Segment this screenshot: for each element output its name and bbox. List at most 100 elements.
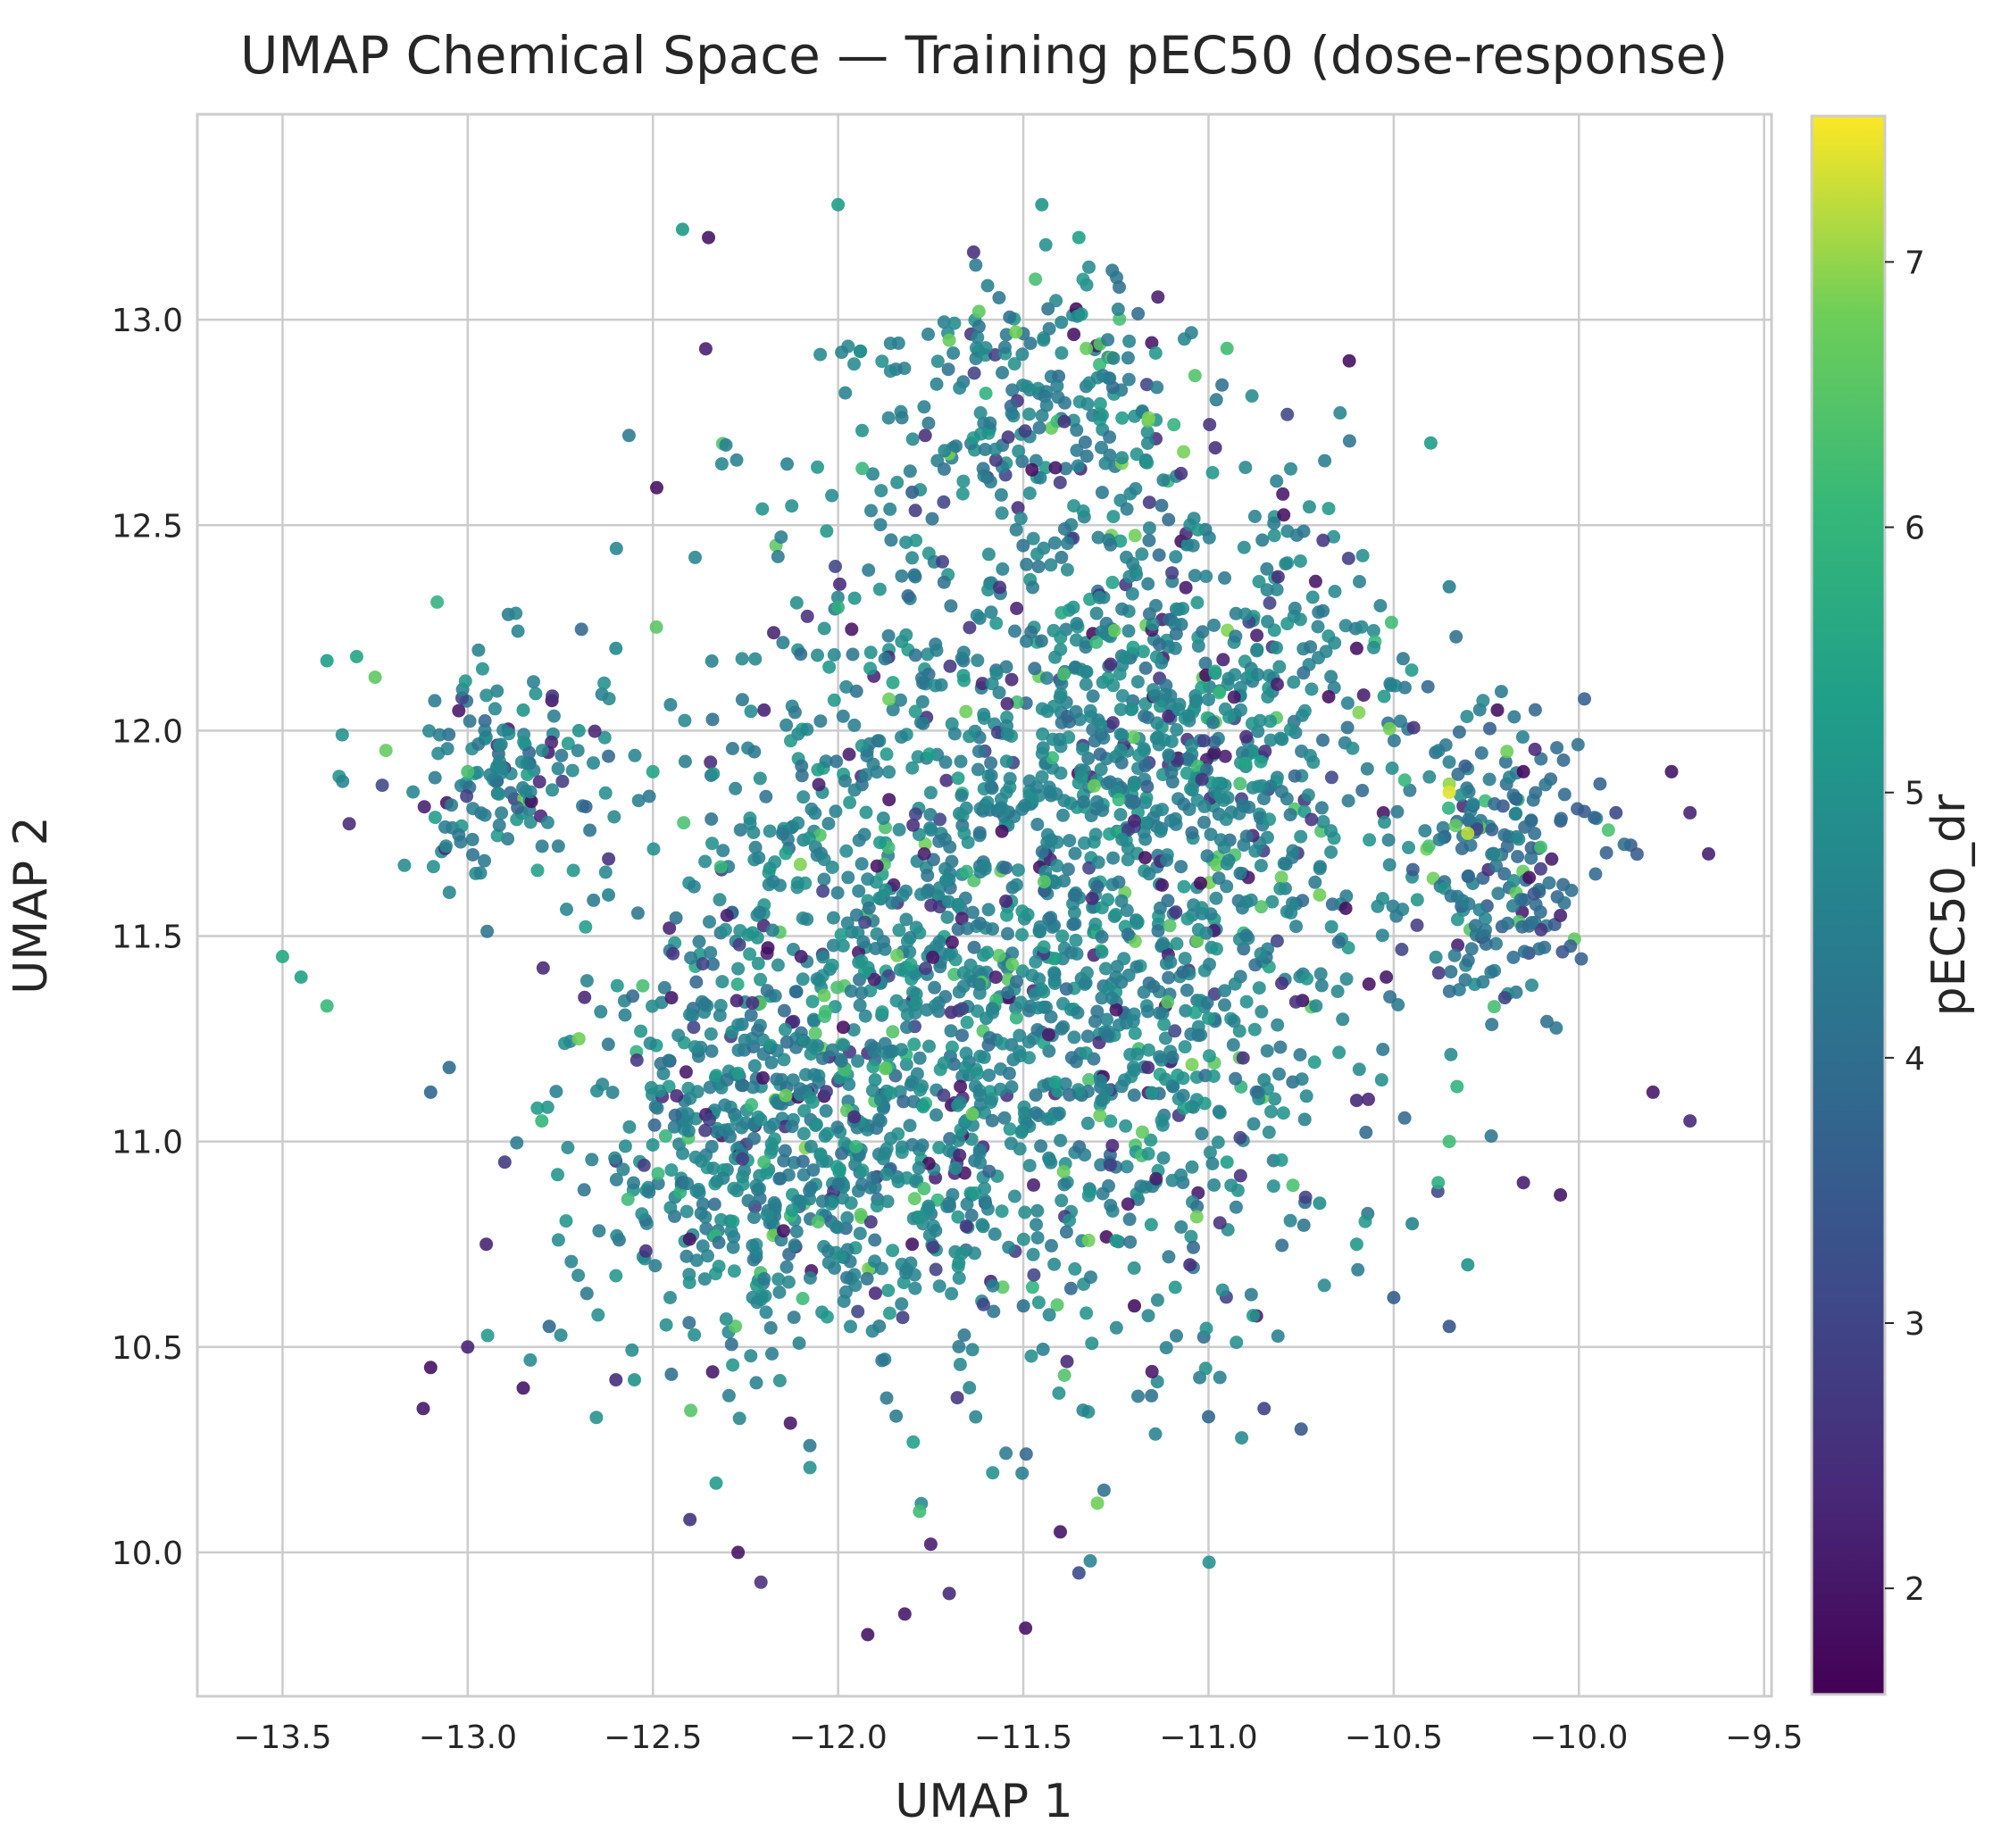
- scatter-point: [1156, 473, 1171, 487]
- scatter-point: [1207, 1178, 1221, 1192]
- scatter-point: [1121, 968, 1136, 982]
- scatter-point: [809, 1118, 823, 1131]
- scatter-point: [731, 961, 746, 976]
- scatter-point: [510, 812, 524, 827]
- scatter-point: [779, 1088, 793, 1103]
- scatter-point: [527, 675, 540, 689]
- scatter-point: [1250, 643, 1264, 656]
- scatter-point: [1165, 775, 1180, 789]
- scatter-point: [729, 781, 743, 795]
- scatter-point: [1113, 280, 1126, 295]
- scatter-point: [1003, 771, 1017, 786]
- scatter-point: [1149, 650, 1163, 664]
- scatter-point: [1083, 703, 1097, 718]
- scatter-point: [924, 898, 938, 912]
- scatter-point: [1015, 1124, 1030, 1137]
- scatter-point: [417, 800, 431, 814]
- scatter-point: [874, 484, 888, 498]
- scatter-point: [1112, 793, 1126, 807]
- scatter-point: [1010, 975, 1023, 989]
- scatter-point: [1027, 1178, 1040, 1192]
- x-tick-label: −10.0: [1530, 1719, 1628, 1756]
- scatter-point: [678, 713, 692, 728]
- scatter-point: [932, 1141, 946, 1154]
- scatter-point: [1195, 901, 1209, 915]
- scatter-point: [689, 1253, 704, 1268]
- scatter-point: [692, 1186, 706, 1200]
- scatter-point: [1096, 1186, 1110, 1201]
- scatter-point: [1119, 1119, 1133, 1133]
- scatter-point: [815, 1195, 830, 1209]
- scatter-point: [1245, 389, 1259, 403]
- scatter-point: [831, 1177, 846, 1191]
- scatter-point: [1190, 595, 1205, 610]
- scatter-point: [1284, 905, 1298, 920]
- scatter-point: [975, 677, 989, 691]
- scatter-point: [1107, 623, 1121, 637]
- scatter-point: [857, 828, 871, 842]
- scatter-point: [1020, 557, 1034, 571]
- scatter-point: [973, 1155, 988, 1170]
- scatter-point: [875, 1005, 889, 1020]
- scatter-point: [546, 709, 561, 723]
- scatter-point: [1197, 1096, 1212, 1111]
- scatter-point: [1140, 425, 1155, 439]
- scatter-point: [1078, 977, 1092, 991]
- scatter-point: [1295, 1072, 1309, 1086]
- scatter-point: [785, 499, 799, 513]
- scatter-point: [1190, 1200, 1205, 1213]
- scatter-point: [1180, 912, 1195, 926]
- scatter-point: [657, 980, 671, 995]
- scatter-point: [1283, 808, 1297, 822]
- scatter-point: [1324, 845, 1338, 859]
- scatter-point: [687, 879, 701, 894]
- scatter-point: [1029, 1106, 1043, 1120]
- scatter-point: [1048, 461, 1063, 475]
- scatter-point: [844, 984, 858, 998]
- scatter-point: [1162, 970, 1176, 985]
- scatter-point: [909, 995, 923, 1010]
- scatter-point: [622, 1120, 637, 1134]
- scatter-point: [872, 582, 887, 596]
- scatter-point: [855, 423, 869, 437]
- scatter-point: [1164, 735, 1179, 749]
- scatter-point: [1507, 710, 1522, 724]
- scatter-point: [697, 1272, 712, 1286]
- scatter-point: [1074, 307, 1088, 321]
- scatter-point: [1232, 1024, 1246, 1038]
- scatter-point: [1405, 1217, 1420, 1231]
- scatter-point: [956, 474, 971, 488]
- scatter-point: [930, 377, 944, 391]
- scatter-point: [1013, 1142, 1027, 1156]
- scatter-point: [684, 951, 698, 965]
- scatter-point: [882, 765, 896, 779]
- scatter-point: [1080, 1306, 1094, 1320]
- scatter-point: [1088, 1014, 1102, 1028]
- scatter-point: [1022, 1051, 1036, 1065]
- scatter-point: [812, 1069, 826, 1083]
- colorbar-tick-label: 4: [1905, 1041, 1925, 1078]
- scatter-point: [1067, 1030, 1081, 1045]
- scatter-point: [1118, 651, 1132, 665]
- scatter-point: [1554, 812, 1568, 826]
- scatter-point: [944, 599, 958, 613]
- scatter-point: [813, 347, 828, 362]
- scatter-point: [820, 524, 834, 538]
- scatter-point: [996, 1036, 1010, 1051]
- scatter-point: [1054, 687, 1068, 701]
- scatter-point: [635, 1207, 649, 1221]
- scatter-point: [1382, 721, 1397, 736]
- scatter-point: [1593, 777, 1607, 791]
- scatter-point: [1070, 423, 1084, 437]
- scatter-point: [1509, 792, 1523, 806]
- scatter-point: [670, 1089, 684, 1103]
- scatter-point: [811, 460, 824, 474]
- scatter-point: [1378, 815, 1391, 829]
- scatter-point: [960, 1197, 974, 1211]
- scatter-point: [698, 1210, 713, 1224]
- scatter-point: [1266, 1179, 1280, 1194]
- scatter-point: [1144, 1133, 1158, 1147]
- scatter-point: [1296, 1218, 1311, 1232]
- scatter-point: [1237, 540, 1251, 554]
- scatter-point: [1355, 784, 1370, 797]
